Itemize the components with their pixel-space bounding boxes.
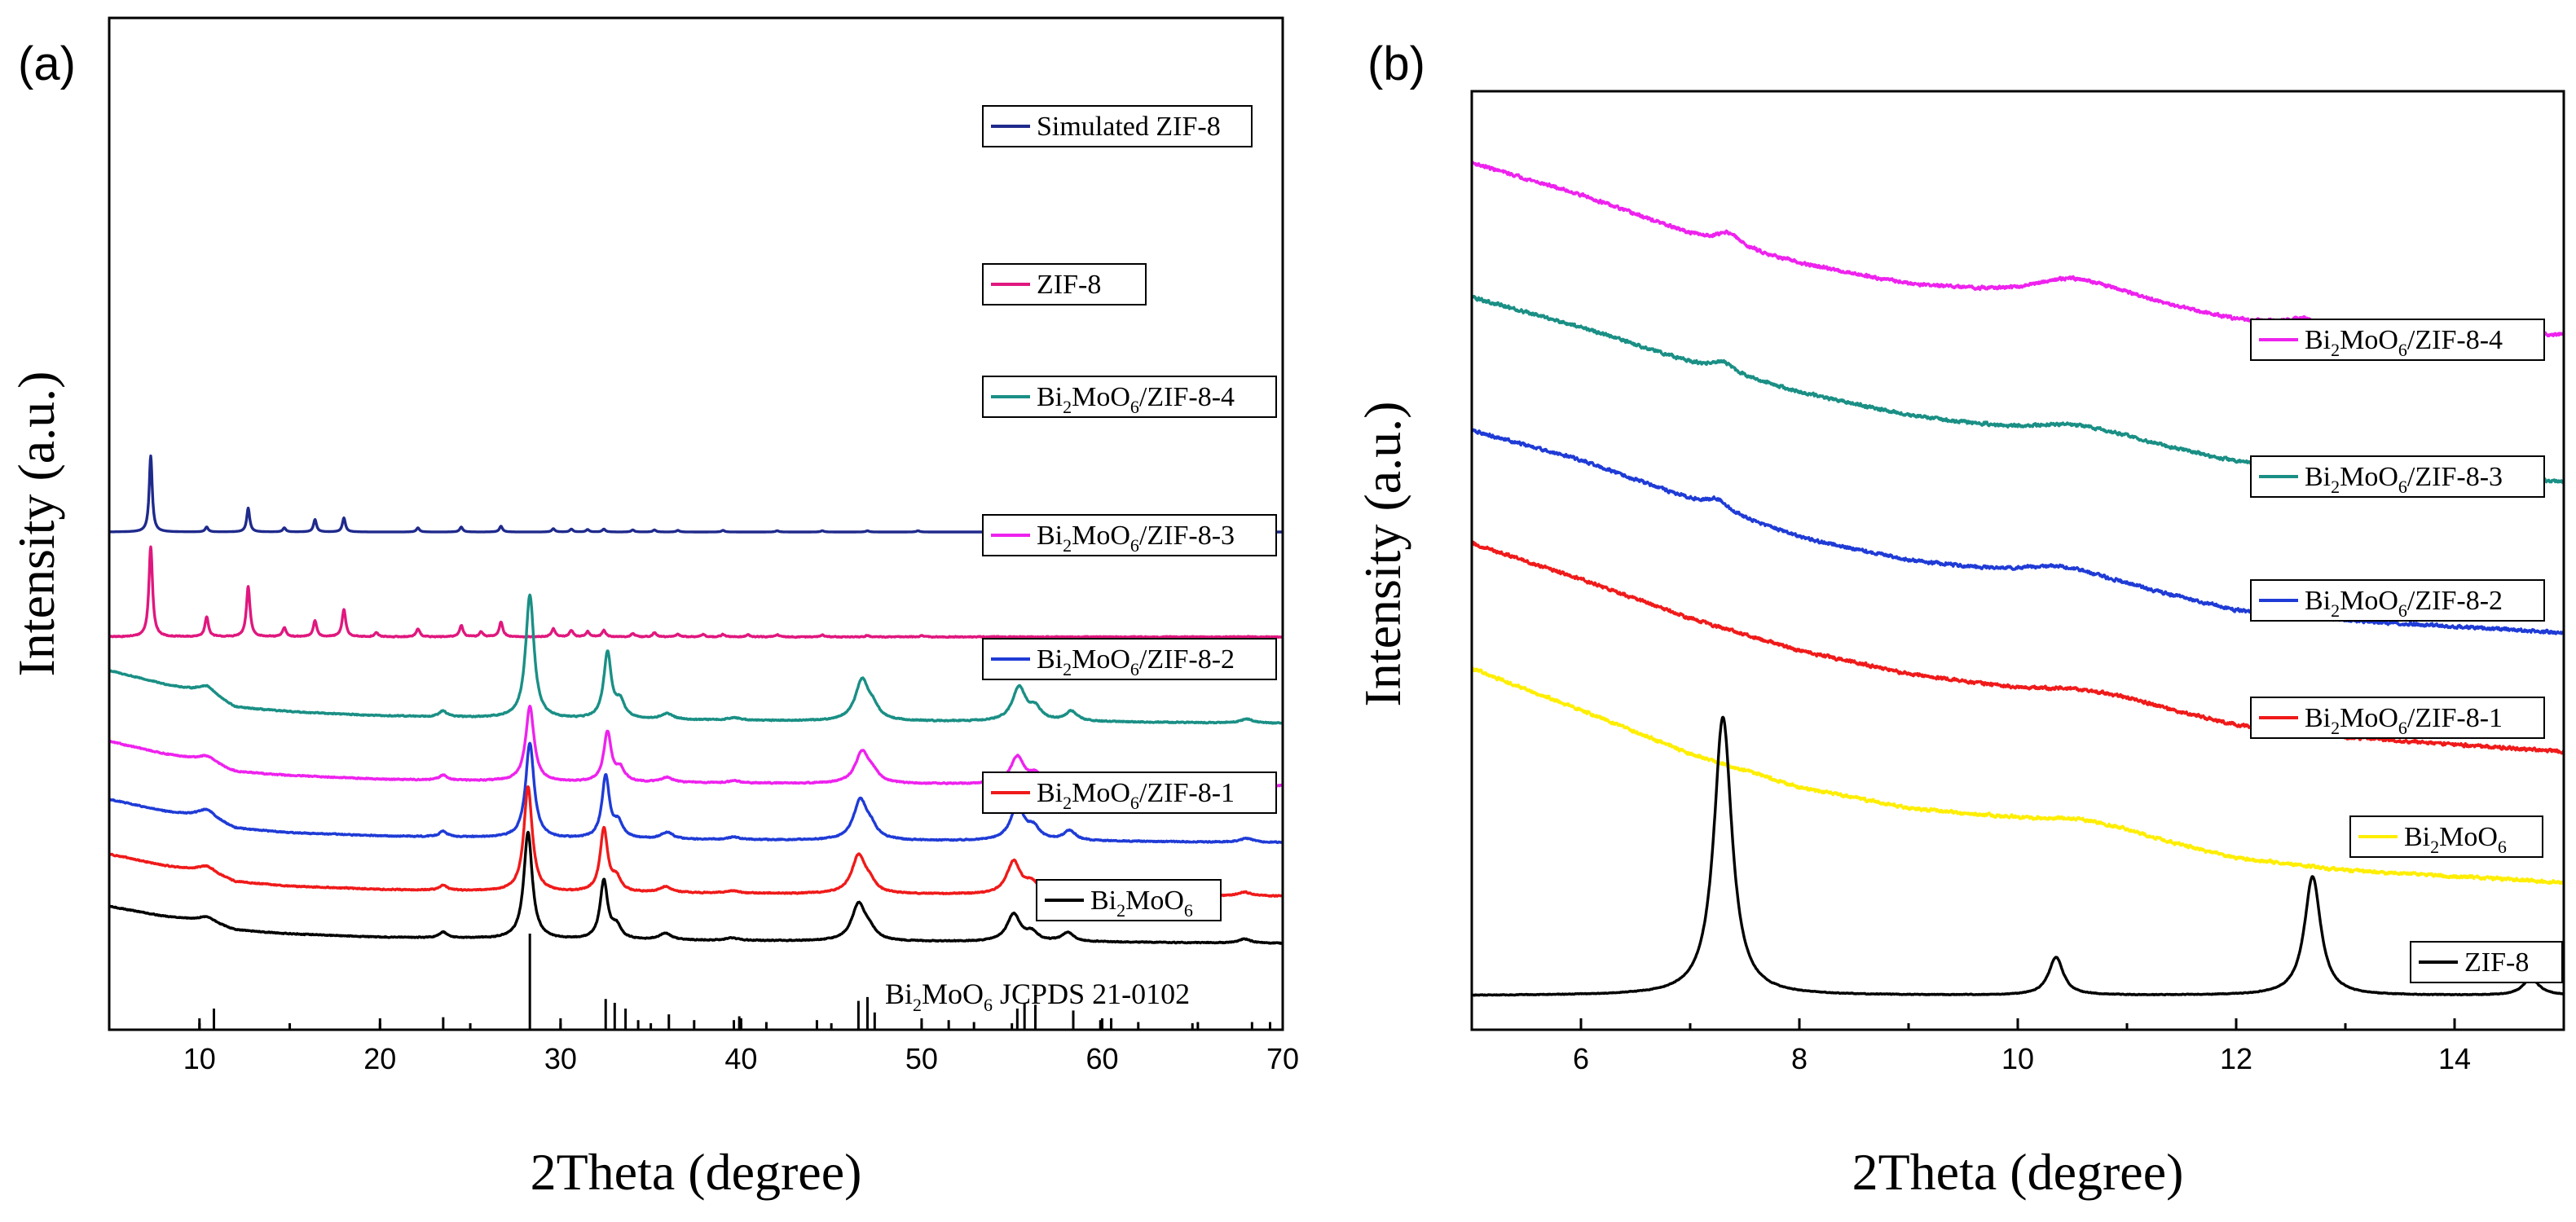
x-tick-label: 30 [544, 1042, 577, 1075]
reference-label: Bi2MoO6 JCPDS 21-0102 [885, 978, 1190, 1015]
legend-box [982, 638, 1277, 680]
reference-pattern: Bi2MoO6 JCPDS 21-0102 [212, 934, 1271, 1030]
x-tick-label: 20 [363, 1042, 396, 1075]
legend-box [982, 771, 1277, 814]
legend-label: Simulated ZIF-8 [1037, 112, 1221, 142]
legend-bi2moo6-zif-8-1: Bi2MoO6/ZIF-8-1 [2250, 697, 2545, 739]
legend-label: Bi2MoO6/ZIF-8-3 [2305, 462, 2503, 497]
legend-box [2250, 579, 2545, 622]
panel-a: (a) Bi2MoO6 JCPDS 21-0102 Simulated ZIF-… [7, 16, 1299, 1201]
legend-label: Bi2MoO6/ZIF-8-1 [1037, 778, 1235, 813]
x-tick-label: 12 [2220, 1042, 2252, 1075]
x-tick-label: 60 [1085, 1042, 1118, 1075]
legend-label: Bi2MoO6 [1090, 886, 1193, 921]
trace-bi2moo6 [1470, 666, 2565, 886]
panel-b: (b) Bi2MoO6/ZIF-8-4Bi2MoO6/ZIF-8-3Bi2MoO… [1354, 37, 2565, 1201]
panel-b-x-axis-title: 2Theta (degree) [1852, 1143, 2184, 1201]
trace-zif-8 [1470, 715, 2565, 997]
legend-box [982, 514, 1277, 556]
panel-a-x-axis-title: 2Theta (degree) [531, 1143, 862, 1201]
legend-zif-8: ZIF-8 [982, 263, 1147, 306]
trace-bi2moo6-zif-8-4 [108, 593, 1284, 725]
legend-bi2moo6-zif-8-1: Bi2MoO6/ZIF-8-1 [982, 771, 1277, 814]
legend-bi2moo6: Bi2MoO6 [2349, 815, 2543, 858]
panel-b-plot-frame [1470, 90, 2565, 1031]
legend-bi2moo6-zif-8-4: Bi2MoO6/ZIF-8-4 [2250, 319, 2545, 361]
panel-a-legend: Simulated ZIF-8 ZIF-8 Bi2MoO6/ZIF-8-4 Bi2Mo… [982, 105, 1277, 921]
trace-bi2moo6-zif-8-4 [1470, 160, 2565, 338]
legend-box [2250, 319, 2545, 361]
panel-b-label: (b) [1367, 37, 1425, 90]
x-tick-label: 70 [1266, 1042, 1299, 1075]
legend-label: ZIF-8 [1037, 270, 1101, 300]
legend-label: ZIF-8 [2464, 947, 2529, 978]
panel-b-legend: Bi2MoO6/ZIF-8-4 Bi2MoO6/ZIF-8-3 Bi2MoO6/ZI… [2250, 319, 2563, 983]
legend-label: Bi2MoO6/ZIF-8-4 [2305, 325, 2503, 360]
legend-bi2moo6-zif-8-2: Bi2MoO6/ZIF-8-2 [2250, 579, 2545, 622]
legend-bi2moo6: Bi2MoO6 [1036, 879, 1222, 921]
panel-b-traces [1470, 160, 2565, 997]
x-tick-label: 6 [1573, 1042, 1589, 1075]
legend-bi2moo6-zif-8-2: Bi2MoO6/ZIF-8-2 [982, 638, 1277, 680]
x-tick-label: 10 [183, 1042, 216, 1075]
panel-b-x-axis: 6 8 10 12 14 [1470, 1018, 2565, 1075]
legend-box [2250, 697, 2545, 739]
legend-bi2moo6-zif-8-3: Bi2MoO6/ZIF-8-3 [982, 514, 1277, 556]
x-tick-label: 50 [905, 1042, 938, 1075]
legend-simulated-zif-8: Simulated ZIF-8 [982, 105, 1253, 147]
x-tick-label: 8 [1791, 1042, 1808, 1075]
trace-bi2moo6-zif-8-2 [1470, 428, 2565, 635]
panel-b-y-axis-title: Intensity (a.u.) [1354, 402, 1411, 707]
x-tick-label: 10 [2001, 1042, 2034, 1075]
legend-label: Bi2MoO6/ZIF-8-2 [2305, 586, 2503, 621]
panel-a-plot-frame [108, 16, 1284, 1031]
panel-a-y-axis-title: Intensity (a.u.) [7, 371, 65, 677]
trace-bi2moo6-zif-8-2 [108, 741, 1284, 845]
legend-label: Bi2MoO6 [2404, 822, 2507, 857]
legend-label: Bi2MoO6/ZIF-8-2 [1037, 644, 1235, 679]
legend-bi2moo6-zif-8-4: Bi2MoO6/ZIF-8-4 [982, 376, 1277, 418]
legend-label: Bi2MoO6/ZIF-8-4 [1037, 382, 1235, 417]
legend-bi2moo6-zif-8-3: Bi2MoO6/ZIF-8-3 [2250, 455, 2545, 498]
trace-bi2moo6 [108, 830, 1284, 945]
x-tick-label: 14 [2438, 1042, 2471, 1075]
legend-zif-8: ZIF-8 [2410, 941, 2563, 983]
legend-label: Bi2MoO6/ZIF-8-1 [2305, 703, 2503, 738]
legend-box [982, 376, 1277, 418]
legend-box [2250, 455, 2545, 498]
trace-zif-8 [108, 545, 1284, 640]
legend-label: Bi2MoO6/ZIF-8-3 [1037, 521, 1235, 556]
x-tick-label: 40 [724, 1042, 757, 1075]
panel-a-x-axis: 10 20 30 40 50 60 70 [108, 1018, 1299, 1075]
panel-a-label: (a) [18, 37, 76, 90]
